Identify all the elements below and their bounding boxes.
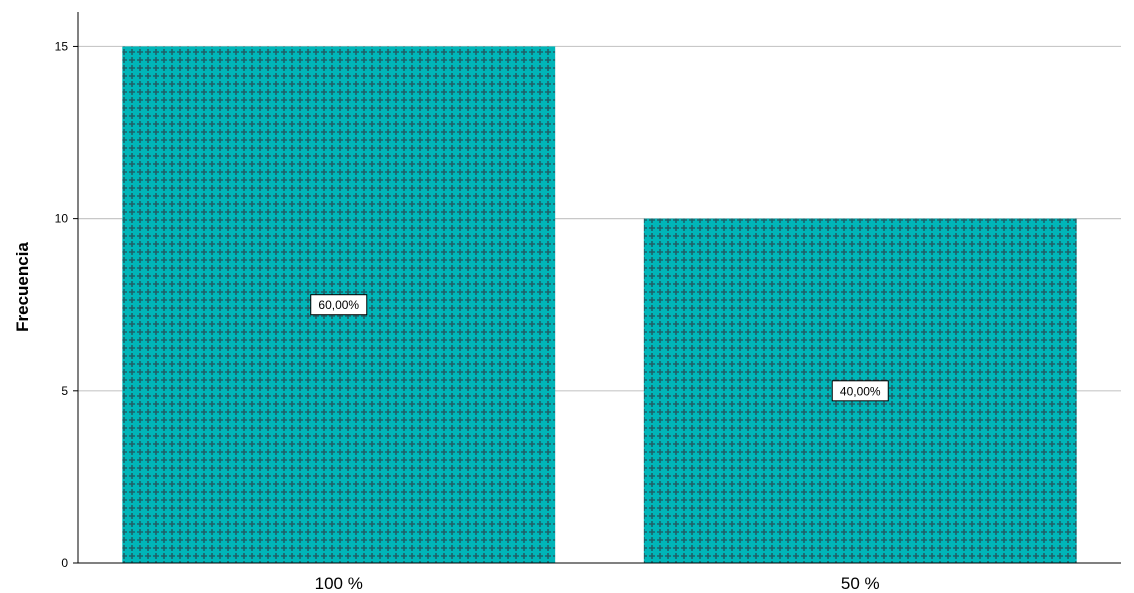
y-tick-label: 10 — [55, 212, 69, 226]
data-label-box — [310, 294, 368, 316]
data-label: 60,00% — [318, 298, 359, 312]
y-tick-label: 15 — [55, 39, 69, 53]
bars — [122, 46, 1077, 563]
y-tick-label: 5 — [61, 384, 68, 398]
data-label: 40,00% — [840, 384, 881, 398]
x-tick-label: 100 % — [315, 574, 363, 593]
axes — [73, 12, 1121, 564]
x-tick-label: 50 % — [841, 574, 880, 593]
labels: 0 5 10 15 60,00% 100 % 40,00% 50 % — [55, 39, 889, 593]
data-label-box — [831, 380, 889, 402]
y-tick-label: 0 — [61, 556, 68, 570]
y-axis-label: Frecuencia — [13, 242, 32, 332]
